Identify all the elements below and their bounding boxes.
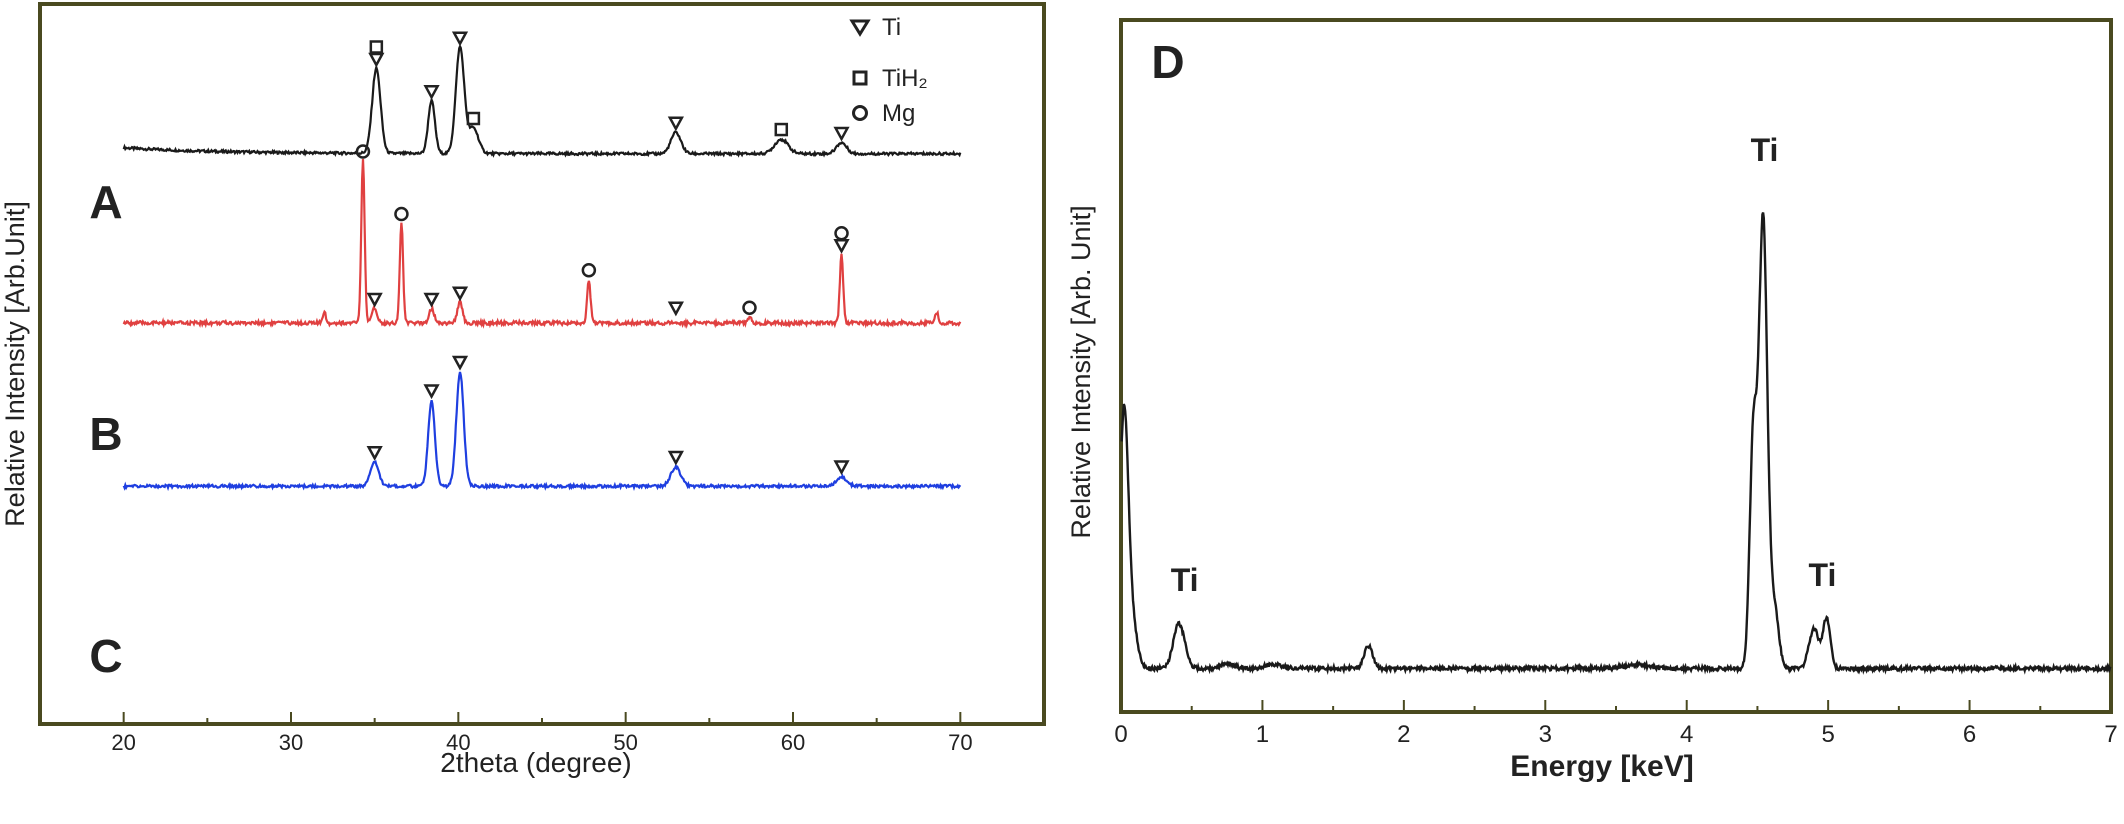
eds-x-tick-label: 1 [1256,721,1269,748]
eds-peak-label: Ti [1751,132,1779,168]
eds-tick-labels: 0 1 2 3 4 5 6 7 [1114,721,2117,748]
ti-marker [833,460,850,476]
xrd-series-label-c: C [89,630,122,682]
eds-peak-label: Ti [1809,557,1837,593]
eds-x-axis-label: Energy [keV] [1510,750,1693,783]
mg-marker [581,263,597,278]
xrd-y-axis-label: Relative Intensity [Arb.Unit] [0,201,30,527]
xrd-x-tick-label: 50 [613,730,637,755]
eds-x-tick-label: 4 [1680,721,1693,748]
eds-spectrum-line [1120,212,2112,676]
ti-marker [366,446,383,461]
eds-panel-label: D [1151,36,1184,88]
legend-mg-marker [852,105,868,121]
tih2-marker [369,40,384,54]
xrd-tick-labels: 20 30 40 50 60 70 [111,730,972,755]
eds-series-group [1120,212,2112,676]
legend-ti-label: Ti [882,14,901,41]
eds-x-tick-label: 6 [1963,721,1976,748]
ti-marker [366,292,383,308]
ti-marker [667,450,684,466]
xrd-panel: 20 30 40 50 60 70 A B C Ti TiH₂ Mg 2theta (de… [0,2,1046,778]
mg-marker [834,226,849,241]
eds-x-tick-label: 2 [1397,721,1410,748]
tih2-marker [466,111,481,126]
xrd-x-tick-label: 70 [948,730,972,755]
xrd-series-b [122,158,962,329]
xrd-ticks [39,712,1045,724]
eds-peak-label: Ti [1171,562,1199,598]
eds-x-tick-label: 5 [1821,721,1834,748]
eds-y-axis-label: Relative Intensity [Arb. Unit] [1066,205,1096,538]
mg-marker [355,144,371,159]
xrd-frame [38,2,1046,726]
legend-tih2-marker [852,70,868,86]
xrd-series-c [122,371,962,492]
ti-marker [451,31,469,47]
ti-marker [368,52,385,68]
ti-marker [667,301,684,317]
tih2-marker [774,122,789,137]
xrd-x-axis-label: 2theta (degree) [440,747,631,778]
ti-marker [423,85,440,100]
legend-mg-label: Mg [882,100,915,127]
ti-marker [833,126,850,142]
ti-marker [423,292,440,308]
ti-marker [451,355,469,371]
eds-x-tick-label: 7 [2104,721,2117,748]
xrd-series-a [122,43,962,158]
xrd-series-group [122,43,962,492]
xrd-series-label-b: B [89,408,122,460]
eds-ticks [1120,700,2112,712]
eds-annotations-group: Ti Ti Ti [1171,132,1837,598]
ti-marker [667,116,684,132]
eds-panel: 0 1 2 3 4 5 6 7 Ti Ti Ti D Energy [keV] Relative … [1066,18,2118,783]
xrd-x-tick-label: 40 [446,730,470,755]
xrd-markers-group [355,31,850,476]
ti-marker [423,384,440,400]
mg-marker [394,206,409,222]
legend-ti-marker [849,19,871,37]
xrd-x-tick-label: 60 [781,730,805,755]
xrd-series-label-a: A [89,176,122,228]
mg-marker [742,300,757,315]
eds-x-tick-label: 3 [1539,721,1552,748]
eds-frame [1119,18,2113,714]
xrd-x-tick-label: 20 [111,730,135,755]
eds-x-tick-label: 0 [1114,721,1127,748]
xrd-x-tick-label: 30 [279,730,303,755]
xrd-legend: Ti TiH₂ Mg [849,14,928,127]
ti-marker [451,286,469,302]
legend-tih2-label: TiH₂ [882,65,928,92]
